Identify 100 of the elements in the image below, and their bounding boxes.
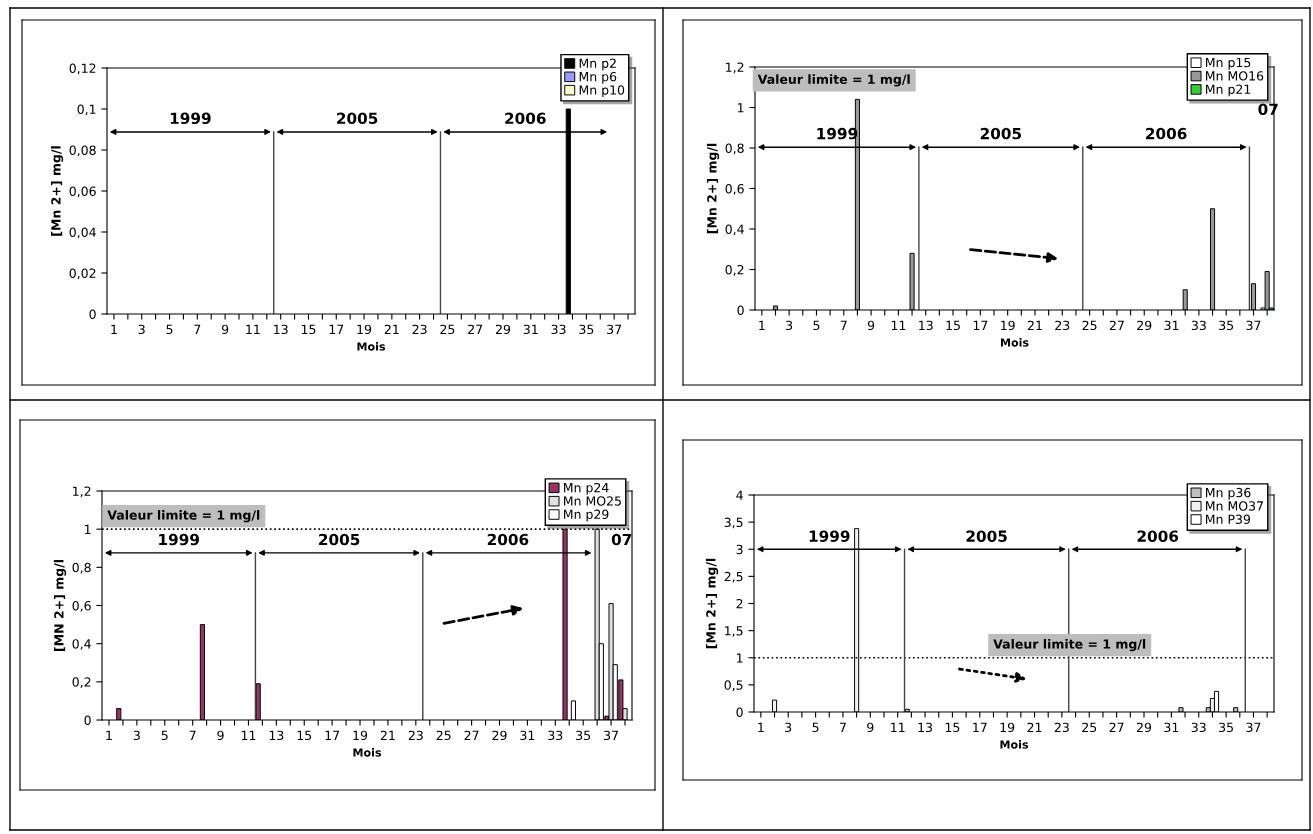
annotation: 2006 — [1146, 127, 1187, 140]
x-tick-label: 15 — [945, 722, 960, 733]
y-tick-label: 4 — [736, 490, 743, 500]
x-tick-label: 13 — [274, 324, 288, 335]
x-tick-label: 17 — [325, 730, 340, 740]
y-tick-label: 0 — [737, 305, 744, 315]
y-tick-label: 1 — [738, 103, 744, 113]
y-tick-label: 0,2 — [72, 677, 91, 689]
x-tick-label: 7 — [194, 324, 201, 334]
x-tick-label: 27 — [464, 730, 479, 740]
x-tick-label: 19 — [1001, 320, 1015, 331]
x-tick-label: 25 — [1082, 320, 1097, 331]
y-tick-label: 3,5 — [724, 517, 743, 529]
x-tick-label: 7 — [189, 730, 196, 740]
x-tick-label: 1 — [759, 320, 765, 330]
legend-label: Mn p10 — [579, 85, 625, 98]
x-tick-label: 35 — [1219, 722, 1233, 733]
y-tick-label: 0 — [736, 707, 743, 717]
y-axis-title: [Mn 2+] mg/l — [705, 558, 719, 649]
x-tick-label: 11 — [891, 320, 906, 330]
x-tick-label: 19 — [353, 730, 368, 741]
y-tick-label: 2 — [736, 598, 743, 609]
x-tick-label: 17 — [973, 722, 987, 732]
legend-label: Mn p15 — [1206, 57, 1251, 70]
x-tick-label: 21 — [1027, 320, 1042, 330]
annotation: 1999 — [809, 530, 850, 542]
y-tick-label: 0,1 — [77, 104, 96, 116]
x-axis-title: Mois — [1000, 338, 1029, 347]
y-tick-label: 0,4 — [725, 224, 744, 236]
y-axis-title: [Mn 2+] mg/l — [706, 143, 720, 234]
y-tick-label: 1 — [85, 524, 91, 534]
annotation: 2005 — [337, 112, 378, 125]
ref-line-label: Valeur limite = 1 mg/l — [993, 639, 1146, 652]
x-tick-label: 13 — [918, 722, 932, 733]
x-tick-label: 19 — [1000, 722, 1015, 733]
y-axis-title: [MN 2+] mg/l — [53, 560, 67, 651]
x-tick-label: 31 — [1164, 722, 1179, 733]
x-tick-label: 15 — [301, 324, 316, 335]
x-tick-label: 3 — [786, 320, 793, 331]
x-tick-label: 27 — [468, 324, 483, 334]
x-tick-label: 5 — [813, 320, 820, 331]
x-tick-label: 31 — [520, 730, 535, 741]
x-tick-label: 5 — [166, 324, 173, 335]
x-tick-label: 37 — [607, 324, 622, 335]
x-tick-label: 33 — [1191, 320, 1206, 331]
annotation: 07 — [611, 533, 632, 546]
y-tick-label: 1 — [737, 653, 743, 663]
y-tick-label: 1,2 — [73, 486, 91, 498]
x-axis-title: Mois — [1000, 740, 1029, 749]
legend-label: Mn p24 — [564, 482, 609, 495]
x-tick-label: 23 — [412, 324, 427, 335]
x-tick-label: 29 — [1136, 722, 1152, 733]
x-tick-label: 27 — [1109, 722, 1124, 732]
x-tick-label: 35 — [576, 730, 591, 741]
x-tick-label: 33 — [548, 730, 563, 741]
y-tick-label: 1,5 — [725, 626, 743, 637]
x-tick-label: 13 — [919, 320, 933, 331]
x-tick-label: 7 — [840, 722, 846, 732]
legend-label: Mn p29 — [564, 509, 609, 522]
y-tick-label: 0,04 — [69, 227, 96, 239]
y-tick-label: 0,8 — [72, 562, 91, 574]
x-tick-label: 3 — [138, 324, 145, 335]
y-tick-label: 2,5 — [724, 571, 743, 583]
x-tick-label: 25 — [440, 324, 455, 335]
y-tick-label: 0,8 — [725, 143, 744, 155]
x-tick-label: 37 — [604, 730, 618, 741]
legend-label: Mn p21 — [1206, 84, 1251, 97]
annotation: Valeur limite = 1 mg/l — [757, 74, 910, 87]
y-axis-title: [Mn 2+] mg/l — [51, 146, 64, 236]
x-tick-label: 21 — [380, 730, 395, 740]
y-tick-label: 0,02 — [69, 268, 96, 280]
x-tick-label: 9 — [221, 324, 229, 335]
x-tick-label: 31 — [523, 324, 538, 335]
legend-label: Mn MO16 — [1206, 71, 1264, 81]
x-tick-label: 17 — [329, 324, 344, 334]
x-tick-label: 29 — [495, 324, 511, 335]
y-tick-label: 0,4 — [72, 639, 91, 650]
x-tick-label: 5 — [161, 730, 168, 741]
annotation: 2005 — [319, 533, 360, 546]
x-tick-label: 15 — [297, 730, 312, 741]
annotation: 2006 — [1137, 530, 1179, 542]
x-tick-label: 23 — [408, 730, 423, 741]
x-tick-label: 13 — [269, 730, 284, 741]
legend-label: Mn p36 — [1206, 487, 1251, 500]
y-tick-label: 0,2 — [725, 264, 744, 276]
x-tick-label: 9 — [867, 722, 874, 733]
y-tick-label: 0,5 — [724, 680, 743, 692]
annotation: 2006 — [487, 533, 529, 546]
legend-label: Mn p2 — [579, 58, 616, 71]
x-tick-label: 25 — [1082, 722, 1097, 733]
legend-label: Mn p6 — [579, 71, 617, 84]
x-tick-label: 3 — [133, 730, 140, 741]
x-tick-label: 11 — [241, 730, 256, 740]
x-tick-label: 11 — [246, 324, 260, 334]
x-tick-label: 23 — [1054, 722, 1069, 733]
y-tick-label: 0,6 — [72, 600, 91, 612]
y-tick-label: 0,06 — [69, 186, 96, 198]
x-tick-label: 21 — [384, 324, 399, 334]
x-tick-label: 37 — [1246, 320, 1261, 331]
x-tick-label: 17 — [973, 320, 988, 330]
